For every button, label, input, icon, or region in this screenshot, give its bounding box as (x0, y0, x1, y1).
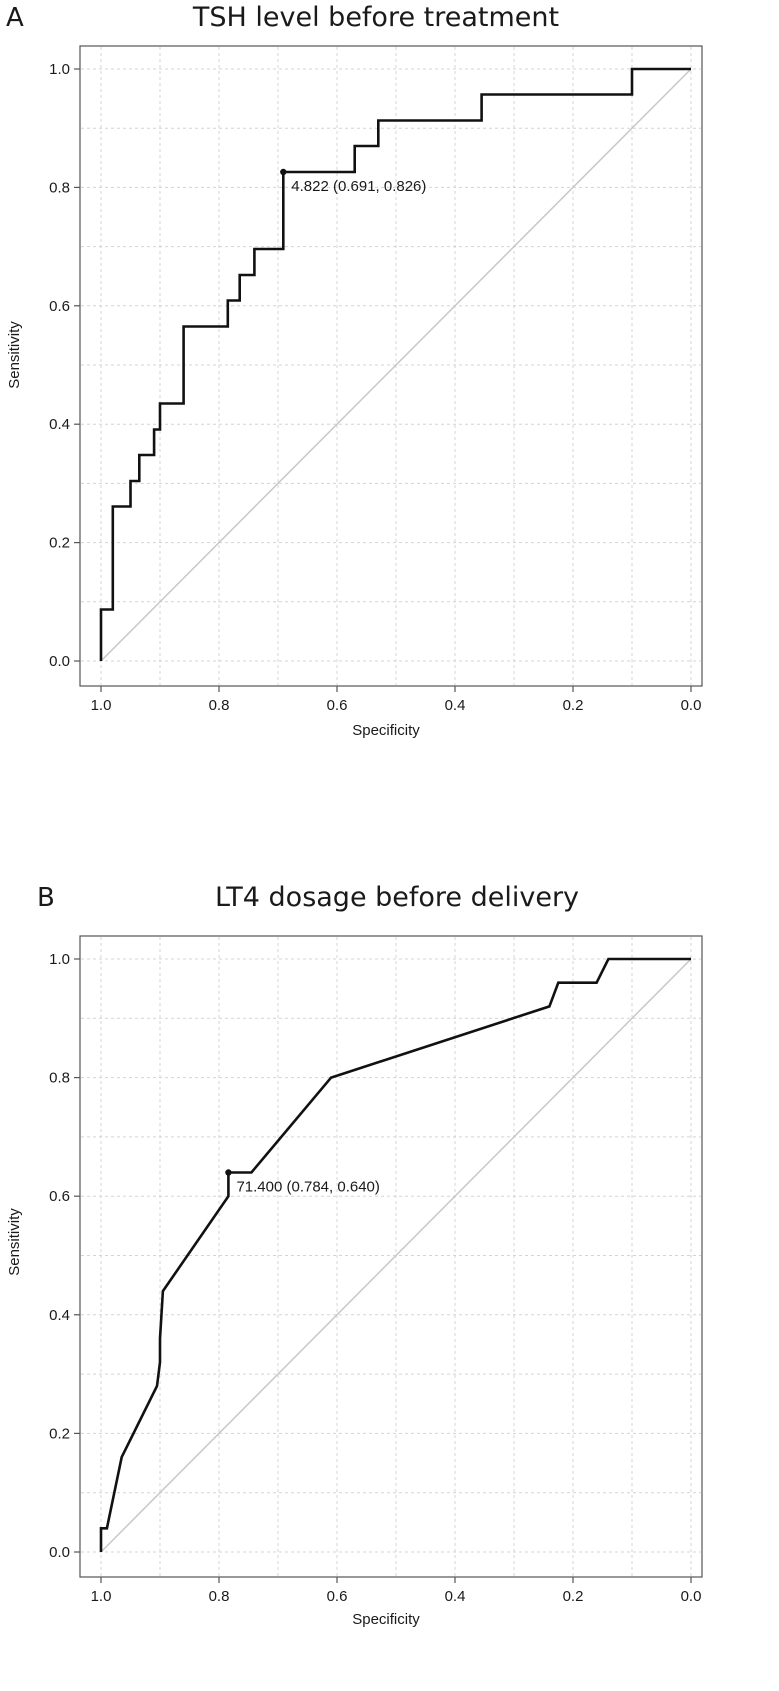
reference-diagonal (100, 958, 692, 1553)
y-tick-label: 0.6 (49, 298, 70, 315)
reference-diagonal (100, 68, 692, 662)
y-axis-label: Sensitivity (6, 321, 23, 389)
plot-area: 1.0 0.8 0.6 0.4 0.2 0.0 0.0 0.2 0.4 0.6 0.8 1.0 4.82… (49, 45, 703, 714)
roc-curve (99, 67, 691, 661)
x-tick-label: 0.2 (563, 697, 584, 714)
x-tick-label: 0.0 (681, 697, 702, 714)
roc-panel-b: B LT4 dosage before delivery 1.0 0.8 0.6 0.… (6, 882, 703, 1628)
plot-area: 1.0 0.8 0.6 0.4 0.2 0.0 0.0 0.2 0.4 0.6 0.8 1.0 71.4… (49, 935, 703, 1605)
y-tick-label: 0.0 (49, 653, 70, 670)
x-tick-label: 0.2 (563, 1588, 584, 1605)
y-tick-label: 0.4 (49, 416, 70, 433)
chart-title: LT4 dosage before delivery (215, 882, 579, 913)
y-tick-label: 0.0 (49, 1544, 70, 1561)
y-tick-label: 0.6 (49, 1188, 70, 1205)
plot-frame (79, 45, 703, 687)
x-axis-label: Specificity (352, 722, 420, 739)
x-tick-label: 1.0 (91, 697, 112, 714)
x-tick-label: 0.8 (209, 697, 230, 714)
chart-title: TSH level before treatment (192, 2, 559, 33)
y-tick-label: 0.2 (49, 1425, 70, 1442)
plot-frame (79, 935, 703, 1578)
y-tick-label: 0.8 (49, 179, 70, 196)
roc-curve (99, 957, 691, 1552)
y-tick-label: 0.4 (49, 1307, 70, 1324)
x-tick-label: 1.0 (91, 1588, 112, 1605)
cutoff-label: 4.822 (0.691, 0.826) (291, 178, 426, 195)
x-axis-label: Specificity (352, 1611, 420, 1628)
y-tick-label: 0.2 (49, 535, 70, 552)
panel-label: B (37, 883, 55, 913)
y-axis-label: Sensitivity (6, 1208, 23, 1276)
cutoff-point (225, 1169, 232, 1176)
roc-panel-a: A TSH level before treatment 1.0 0.8 0.6 0.… (6, 2, 703, 739)
x-tick-label: 0.0 (681, 1588, 702, 1605)
panel-label: A (6, 3, 24, 33)
x-tick-label: 0.6 (327, 697, 348, 714)
x-tick-label: 0.4 (445, 697, 466, 714)
x-tick-label: 0.8 (209, 1588, 230, 1605)
x-tick-label: 0.4 (445, 1588, 466, 1605)
cutoff-label: 71.400 (0.784, 0.640) (236, 1178, 379, 1195)
x-tick-label: 0.6 (327, 1588, 348, 1605)
y-tick-label: 1.0 (49, 951, 70, 968)
y-tick-label: 0.8 (49, 1070, 70, 1087)
cutoff-point (280, 168, 287, 176)
y-tick-label: 1.0 (49, 61, 70, 78)
